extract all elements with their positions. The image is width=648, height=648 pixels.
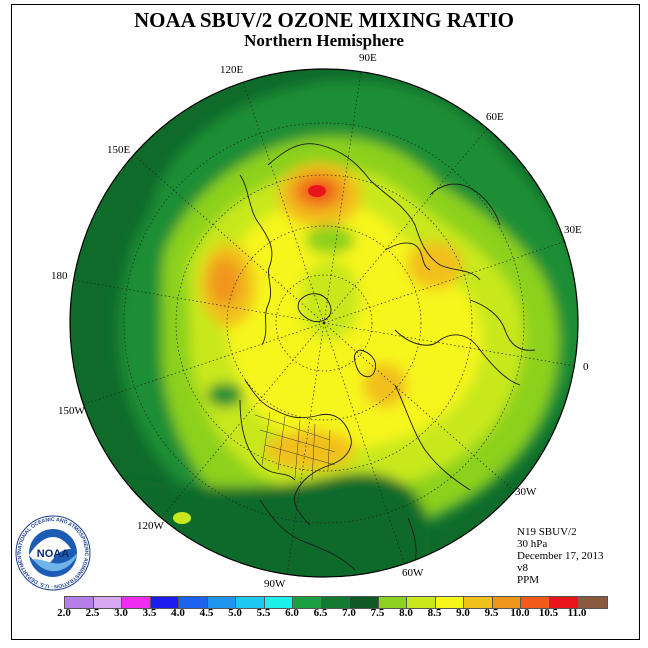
lon-label-0: 0: [583, 361, 589, 373]
colorbar-swatch: [464, 597, 493, 608]
colorbar-tick-label: 3.0: [114, 607, 128, 619]
colorbar-tick-label: 5.0: [228, 607, 242, 619]
colorbar-tick-label: 8.5: [427, 607, 442, 619]
colorbar-tick-label: 7.5: [370, 607, 385, 619]
field-deep-southwest: [70, 470, 430, 577]
info-instrument: N19 SBUV/2: [517, 526, 577, 538]
lon-label-120w: 120W: [137, 520, 165, 532]
colorbar-swatch: [122, 597, 151, 608]
plot-frame: [11, 4, 640, 640]
field-orange-west: [209, 258, 241, 306]
colorbar-swatch: [236, 597, 265, 608]
coastlines: [239, 143, 536, 571]
colorbar-swatch: [549, 597, 578, 608]
field-yellow-patch: [173, 512, 191, 524]
colorbar-swatch: [407, 597, 436, 608]
colorbar-swatch: [521, 597, 550, 608]
field-deep-patch: [207, 383, 243, 407]
lon-label-150w: 150W: [58, 405, 86, 417]
colorbar-swatch: [150, 597, 179, 608]
colorbar-tick-label: 8.0: [399, 607, 413, 619]
map-boundary: [69, 68, 579, 578]
lon-label-90e: 90E: [359, 52, 377, 64]
map-title: NOAA SBUV/2 OZONE MIXING RATIO: [134, 8, 514, 32]
field-red-core: [308, 185, 326, 197]
colorbar-tick-label: 11.0: [567, 607, 587, 619]
colorbar-swatch: [65, 597, 94, 608]
colorbar-tick-label: 2.0: [57, 607, 71, 619]
lon-label-180: 180: [51, 270, 68, 282]
field-gold-america: [265, 430, 355, 470]
colorbar-swatch: [435, 597, 464, 608]
colorbar-swatch: [492, 597, 521, 608]
longitude-labels: 90E 60E 30E 0 30W 60W 90W 120W 150W 180 …: [51, 52, 589, 590]
map-subtitle: Northern Hemisphere: [244, 31, 404, 50]
colorbar-swatch: [93, 597, 122, 608]
field-gold-atlantic: [363, 363, 407, 407]
colorbar-tick-label: 7.0: [342, 607, 356, 619]
colorbar-swatch: [378, 597, 407, 608]
colorbar-swatch: [350, 597, 379, 608]
lon-label-60w: 60W: [402, 567, 424, 579]
lon-label-120e: 120E: [220, 64, 244, 76]
info-units: PPM: [517, 574, 540, 586]
colorbar-swatch: [293, 597, 322, 608]
field-green-center: [305, 226, 355, 254]
colorbar-tick-label: 4.5: [199, 607, 214, 619]
info-level: 30 hPa: [517, 538, 548, 550]
info-date: December 17, 2013: [517, 550, 604, 562]
lon-label-60e: 60E: [486, 111, 504, 123]
colorbar-labels: 2.0 2.5 3.0 3.5 4.0 4.5 5.0 5.5 6.0 6.5 7.0 7.5 8.0 8…: [54, 607, 594, 621]
info-version: v8: [517, 562, 528, 574]
colorbar-tick-label: 3.5: [142, 607, 157, 619]
lon-label-150e: 150E: [107, 144, 131, 156]
colorbar-tick-label: 2.5: [85, 607, 100, 619]
field-gold-east: [407, 241, 463, 289]
colorbar: [64, 596, 608, 609]
data-info: N19 SBUV/2 30 hPa December 17, 2013 v8 P…: [517, 526, 603, 586]
lon-label-30e: 30E: [564, 224, 582, 236]
colorbar-tick-label: 10.5: [538, 607, 559, 619]
logo-text: NOAA: [37, 548, 69, 560]
colorbar-tick-label: 6.5: [313, 607, 328, 619]
graticule: [72, 70, 576, 576]
colorbar-tick-label: 9.0: [456, 607, 470, 619]
colorbar-swatch: [264, 597, 293, 608]
colorbar-swatch: [321, 597, 350, 608]
colorbar-swatch: [179, 597, 208, 608]
colorbar-swatch: [207, 597, 236, 608]
colorbar-swatch: [578, 597, 607, 608]
colorbar-tick-label: 9.5: [484, 607, 499, 619]
colorbar-tick-label: 10.0: [510, 607, 530, 619]
colorbar-tick-label: 4.0: [171, 607, 185, 619]
lon-label-30w: 30W: [515, 486, 537, 498]
colorbar-tick-label: 6.0: [285, 607, 299, 619]
field-yellow-green-center: [300, 260, 360, 340]
noaa-logo: NATIONAL OCEANIC AND ATMOSPHERIC ADMINIS…: [15, 515, 91, 591]
colorbar-tick-label: 5.5: [256, 607, 271, 619]
lon-label-90w: 90W: [264, 578, 286, 590]
